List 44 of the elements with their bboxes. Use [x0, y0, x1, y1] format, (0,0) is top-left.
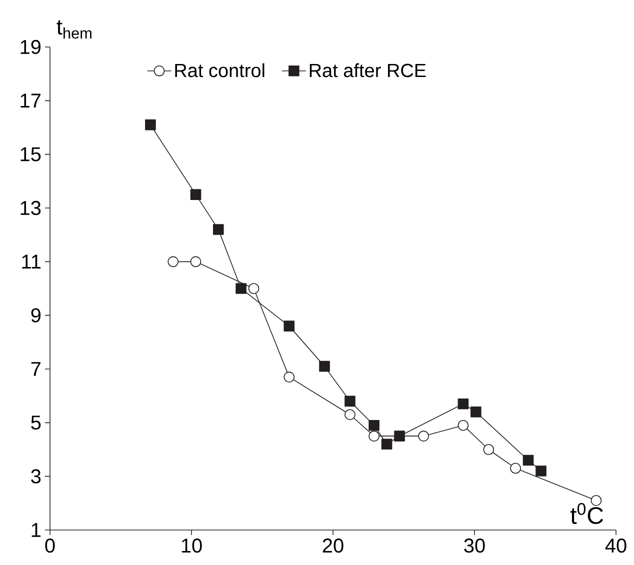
point [344, 396, 356, 407]
legend-label: Rat after RCE [310, 63, 426, 78]
point [236, 283, 246, 294]
point [470, 406, 482, 418]
point [145, 119, 156, 130]
y-tick-label: 9 [31, 308, 41, 322]
point [368, 420, 380, 431]
point [190, 189, 202, 200]
point [483, 444, 494, 455]
x-tick-label: 20 [322, 538, 344, 553]
x-tick-label: 10 [182, 538, 202, 553]
legend-label: Rat control [175, 63, 264, 78]
y-tick-label: 11 [22, 254, 40, 269]
y-tick-label: 1 [32, 523, 40, 537]
point [522, 454, 534, 466]
point [344, 409, 356, 420]
point [319, 360, 330, 372]
point [168, 256, 179, 268]
y-tick-label: 19 [20, 40, 41, 54]
point [510, 462, 521, 474]
point [248, 283, 260, 294]
point [368, 430, 380, 442]
point [394, 430, 405, 442]
y-tick-label: 5 [31, 416, 41, 430]
point [458, 398, 469, 410]
point [284, 320, 295, 332]
point [458, 420, 469, 431]
point [212, 224, 224, 235]
point [590, 495, 602, 506]
y-tick-label: 7 [31, 362, 40, 376]
y-axis-title: t$_{hem}$ [56, 20, 92, 39]
x-tick-label: 30 [464, 538, 485, 553]
x-tick-label: 40 [605, 538, 626, 553]
y-tick-label: 15 [20, 147, 41, 162]
y-tick-label: 3 [31, 469, 41, 484]
point [536, 466, 546, 476]
y-tick-label: 13 [20, 200, 41, 216]
y-tick-label: 17 [20, 94, 40, 108]
x-tick-label: 0 [45, 538, 55, 553]
x-axis-title: t$^{0}$C [570, 503, 604, 524]
point [190, 256, 202, 268]
point [418, 430, 429, 442]
point [284, 372, 295, 382]
point [381, 438, 392, 450]
